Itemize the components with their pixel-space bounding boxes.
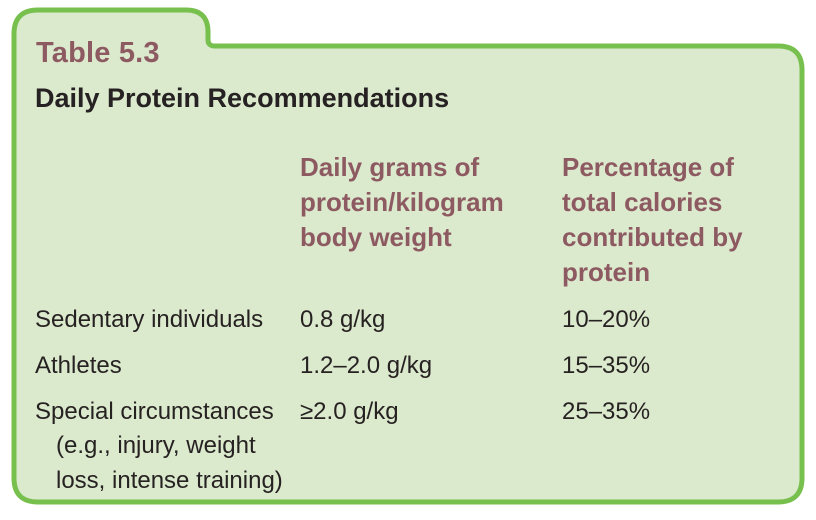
header-percent-calories: Percentage of total calories contributed… [562, 152, 743, 287]
protein-recommendations-table: Daily grams of protein/kilogram body wei… [35, 150, 770, 498]
table-row-label: Sedentary individuals [35, 306, 264, 333]
table-row-percent: 15–35% [562, 352, 651, 379]
card-background-shape [11, 7, 805, 505]
table-row-label: Special circumstances (e.g., injury, wei… [35, 395, 300, 498]
table-row-label: Athletes [35, 352, 122, 379]
table-title: Daily Protein Recommendations [35, 83, 450, 113]
header-daily-grams: Daily grams of protein/kilogram body wei… [300, 152, 504, 252]
table-row-percent: 10–20% [562, 306, 651, 333]
table-number-label: Table 5.3 [36, 37, 160, 69]
table-row-label-note: (e.g., injury, weight loss, intense trai… [56, 432, 283, 494]
table-row-percent: 25–35% [562, 398, 651, 425]
table-row-grams: 1.2–2.0 g/kg [300, 352, 433, 379]
table-row-grams: 0.8 g/kg [300, 306, 386, 333]
table-row-label-text: Special circumstances [35, 398, 274, 425]
table-row-grams: ≥2.0 g/kg [300, 398, 399, 425]
